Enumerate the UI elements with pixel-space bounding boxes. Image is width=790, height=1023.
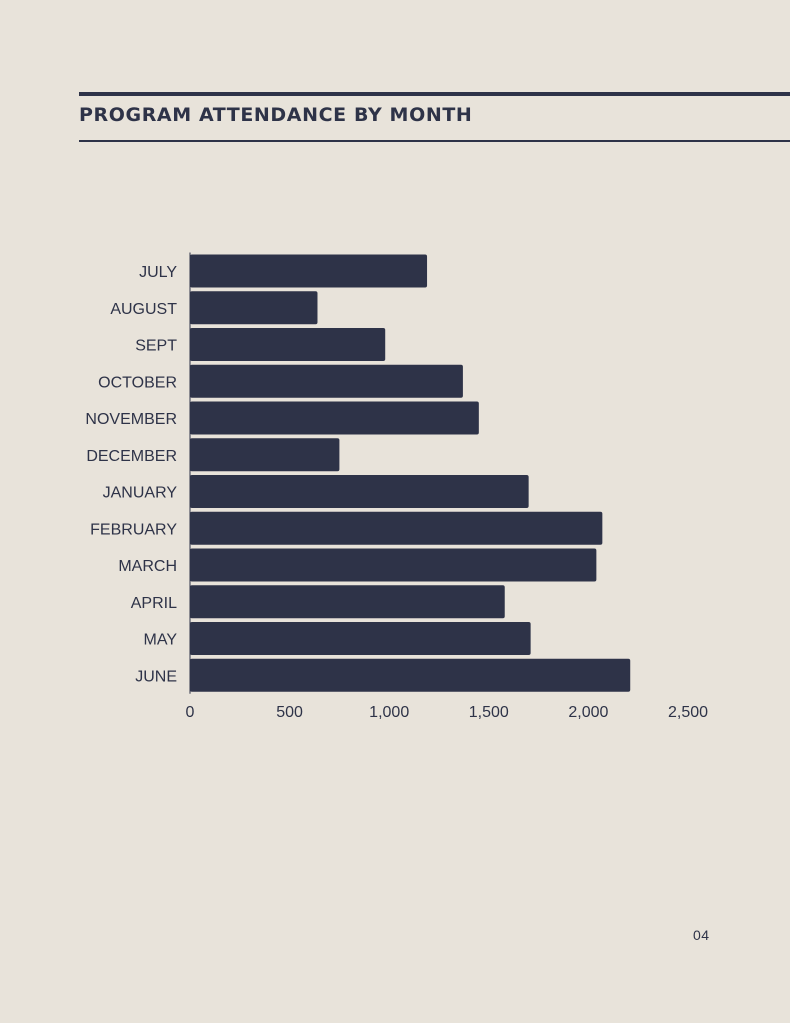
bar-december: [190, 438, 340, 472]
category-label-april: APRIL: [131, 595, 177, 612]
category-label-sept: SEPT: [135, 338, 177, 355]
x-tick-label: 2,000: [568, 704, 608, 721]
bar-april: [190, 585, 505, 619]
category-label-january: JANUARY: [103, 485, 178, 502]
category-label-february: FEBRUARY: [90, 521, 177, 538]
category-label-june: JUNE: [135, 668, 177, 685]
category-label-august: AUGUST: [110, 301, 177, 318]
category-label-november: NOVEMBER: [85, 411, 177, 428]
header-bottom-rule: [79, 140, 790, 142]
header-top-rule: [79, 92, 790, 96]
x-tick-label: 500: [276, 704, 303, 721]
bar-may: [190, 622, 531, 655]
bar-june: [190, 658, 631, 692]
x-tick-label: 0: [186, 704, 195, 721]
category-label-october: OCTOBER: [98, 374, 177, 391]
bar-sept: [190, 328, 386, 361]
bar-october: [190, 364, 463, 398]
bar-august: [190, 291, 318, 325]
bar-november: [190, 401, 479, 435]
x-tick-label: 1,500: [469, 704, 509, 721]
category-label-march: MARCH: [118, 558, 177, 575]
x-tick-label: 2,500: [668, 704, 708, 721]
page-number: 04: [693, 927, 710, 943]
bar-march: [190, 548, 597, 582]
category-label-may: MAY: [144, 632, 178, 649]
x-tick-label: 1,000: [369, 704, 409, 721]
bar-july: [190, 254, 428, 288]
category-label-december: DECEMBER: [86, 448, 177, 465]
bar-february: [190, 511, 603, 545]
bar-january: [190, 475, 529, 508]
page-title: PROGRAM ATTENDANCE BY MONTH: [79, 104, 473, 126]
category-label-july: JULY: [139, 264, 177, 281]
